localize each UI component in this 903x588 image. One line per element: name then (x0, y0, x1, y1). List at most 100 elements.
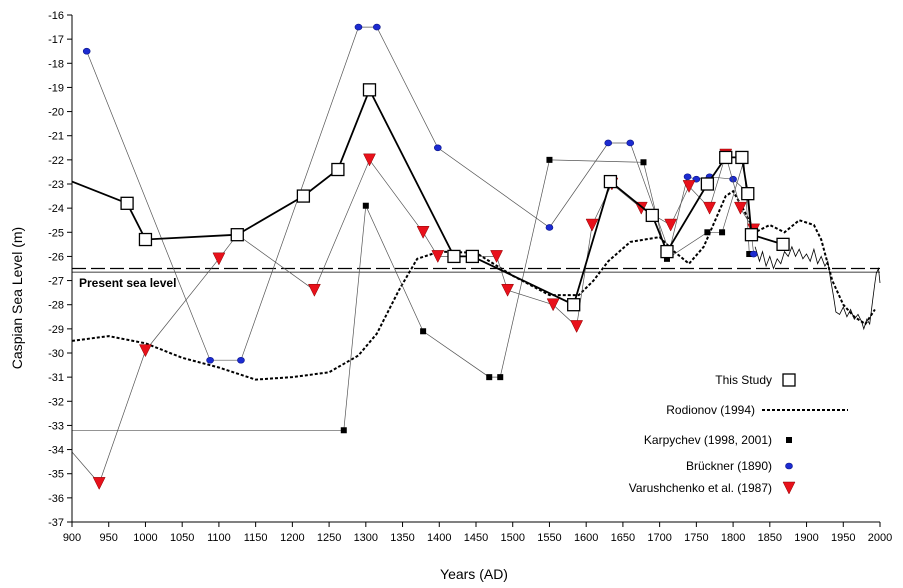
data-point (546, 298, 560, 312)
data-point (92, 477, 106, 490)
x-tick-label: 1000 (133, 532, 157, 544)
series-instrumental-record (754, 245, 881, 331)
y-tick-label: -35 (48, 469, 64, 481)
data-point (490, 250, 503, 263)
y-tick-label: -34 (48, 445, 64, 457)
legend-swatch (786, 437, 792, 443)
data-point (486, 374, 493, 381)
x-tick-label: 1950 (831, 532, 855, 544)
data-point (363, 153, 376, 167)
data-point (683, 173, 692, 181)
plot-area (71, 23, 881, 490)
data-point (776, 237, 790, 252)
data-point (138, 232, 153, 247)
data-point (501, 283, 514, 297)
data-point (603, 174, 618, 189)
legend-label: Rodionov (1994) (666, 403, 755, 417)
x-axis: 900 950 1000 1050 1100 1150 1200 1250 1300 1350 14… (63, 521, 892, 544)
data-point (230, 228, 244, 242)
y-tick-label: -26 (48, 251, 64, 263)
y-tick-label: -27 (48, 276, 64, 288)
legend-label: Brückner (1890) (686, 459, 772, 473)
legend-swatch (785, 462, 793, 470)
data-point (640, 159, 647, 166)
series-this-study (71, 83, 790, 312)
data-point (296, 189, 311, 203)
data-point (604, 139, 613, 147)
data-point (570, 320, 584, 334)
y-tick-label: -28 (48, 300, 64, 312)
x-tick-label: 1700 (647, 532, 671, 544)
x-tick-label: 1450 (464, 532, 488, 544)
x-tick-label: 900 (63, 532, 81, 544)
data-point (567, 298, 581, 312)
data-point (497, 374, 504, 381)
x-tick-label: 1850 (758, 532, 782, 544)
x-tick-label: 1100 (207, 532, 231, 544)
data-point (585, 218, 599, 232)
data-point (434, 144, 442, 152)
series-br-ckner-1890 (82, 23, 758, 364)
data-point (420, 328, 427, 335)
data-point (741, 187, 755, 201)
data-point (749, 250, 758, 258)
x-tick-label: 1200 (280, 532, 304, 544)
series-rodionov-1994 (71, 189, 876, 381)
y-tick-label: -18 (48, 58, 64, 70)
data-point (373, 23, 381, 31)
x-tick-label: 1900 (794, 532, 818, 544)
x-tick-label: 1650 (611, 532, 635, 544)
y-tick-label: -21 (48, 131, 64, 143)
x-tick-label: 1250 (317, 532, 341, 544)
legend: This Study Rodionov (1994) Karpychev (1998… (629, 373, 848, 495)
data-point (331, 162, 345, 177)
data-point (340, 427, 347, 434)
data-point (704, 229, 711, 236)
x-tick-label: 1500 (500, 532, 524, 544)
legend-swatch (782, 481, 796, 495)
x-tick-label: 950 (100, 532, 118, 544)
y-tick-label: -22 (48, 155, 64, 167)
y-axis: -16 -17 -18 -19 -20 -21 -22 -23 -24 -25 -26 -27 -28 -… (48, 10, 73, 529)
data-point (664, 218, 678, 232)
series-line (754, 245, 881, 331)
data-point (663, 255, 670, 262)
x-tick-label: 1550 (537, 532, 561, 544)
data-point (700, 177, 715, 191)
series-line (72, 159, 750, 431)
y-tick-label: -20 (48, 107, 64, 119)
x-tick-label: 1600 (574, 532, 598, 544)
data-point (120, 196, 134, 210)
x-tick-label: 1400 (427, 532, 451, 544)
data-point (626, 139, 635, 147)
data-point (307, 283, 321, 297)
data-point (465, 249, 479, 264)
data-point (82, 47, 91, 55)
y-tick-label: -25 (48, 227, 64, 239)
y-tick-label: -17 (48, 34, 64, 46)
data-point (447, 249, 461, 264)
x-tick-label: 1050 (170, 532, 194, 544)
x-axis-title: Years (AD) (440, 566, 508, 582)
y-tick-label: -37 (48, 517, 64, 529)
data-point (139, 344, 152, 358)
y-axis-title: Caspian Sea Level (m) (9, 227, 25, 369)
x-tick-label: 2000 (868, 532, 892, 544)
legend-label: Karpychev (1998, 2001) (644, 433, 772, 447)
present-sea-level-label: Present sea level (79, 276, 176, 290)
series-line (71, 189, 876, 381)
data-point (362, 83, 377, 97)
x-tick-label: 1150 (244, 532, 268, 544)
y-tick-label: -36 (48, 493, 64, 505)
x-tick-label: 1800 (721, 532, 745, 544)
series-line (86, 26, 755, 361)
y-tick-label: -16 (48, 10, 64, 22)
y-tick-label: -30 (48, 348, 64, 360)
x-tick-label: 1300 (354, 532, 378, 544)
data-point (719, 229, 726, 236)
data-point (746, 251, 753, 258)
x-tick-label: 1350 (390, 532, 414, 544)
y-tick-label: -19 (48, 82, 64, 94)
x-tick-label: 1750 (684, 532, 708, 544)
